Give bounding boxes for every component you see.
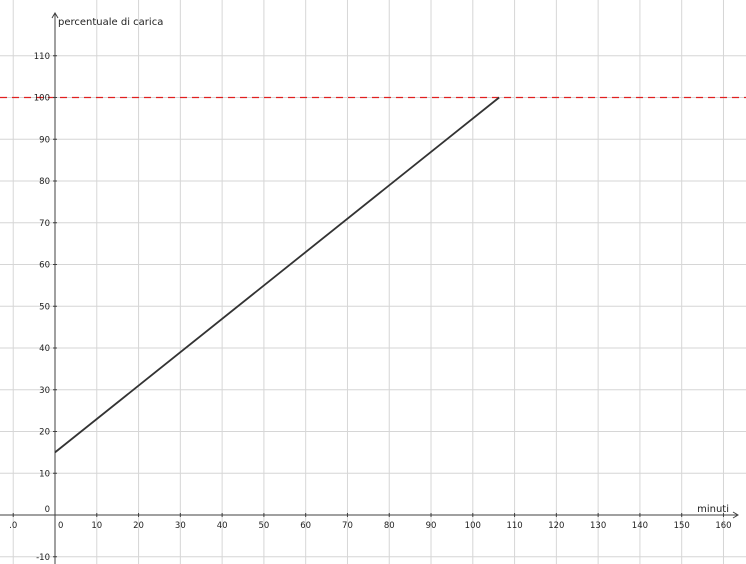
x-tick-label: 90 (426, 521, 437, 531)
y-tick-label: 0 (45, 505, 50, 515)
y-tick-label: 60 (39, 261, 50, 271)
y-axis-arrow (51, 12, 59, 19)
y-tick-label: 100 (34, 94, 50, 104)
y-tick-label: 30 (39, 386, 50, 396)
x-tick-label: 110 (506, 521, 522, 531)
series (54, 96, 500, 454)
x-tick-label: 120 (548, 521, 564, 531)
x-tick-label: 80 (384, 521, 395, 531)
axes (0, 12, 739, 564)
x-tick-label: 50 (258, 521, 269, 531)
x-tick-label: 20 (133, 521, 144, 531)
y-tick-label: 20 (39, 428, 50, 438)
y-tick-label: 40 (39, 344, 50, 354)
x-tick-label: 140 (632, 521, 648, 531)
y-tick-label: 10 (39, 469, 50, 479)
series-line (54, 96, 500, 454)
x-tick-label: 30 (175, 521, 186, 531)
x-tick-label: .0 (9, 521, 17, 531)
x-tick-label: 70 (342, 521, 353, 531)
tick-labels: .0 0 10 20 30 40 50 60 70 80 90 100 110 120 130 140 150 1… (9, 52, 731, 563)
x-tick-label: 0 (58, 521, 63, 531)
x-tick-label: 100 (465, 521, 481, 531)
x-tick-label: 10 (91, 521, 102, 531)
y-tick-label: 110 (34, 52, 50, 62)
y-tick-label: 80 (39, 177, 50, 187)
x-axis-label: minuti (697, 504, 729, 515)
y-tick-label: 90 (39, 135, 50, 145)
x-tick-label: 150 (674, 521, 690, 531)
x-axis-arrow (732, 511, 739, 519)
x-tick-label: 130 (590, 521, 606, 531)
y-tick-label: 50 (39, 302, 50, 312)
y-tick-label: -10 (36, 553, 50, 563)
x-tick-label: 40 (217, 521, 228, 531)
y-tick-label: 70 (39, 219, 50, 229)
x-tick-label: 60 (300, 521, 311, 531)
y-axis-label: percentuale di carica (58, 17, 163, 28)
x-tick-label: 160 (715, 521, 731, 531)
